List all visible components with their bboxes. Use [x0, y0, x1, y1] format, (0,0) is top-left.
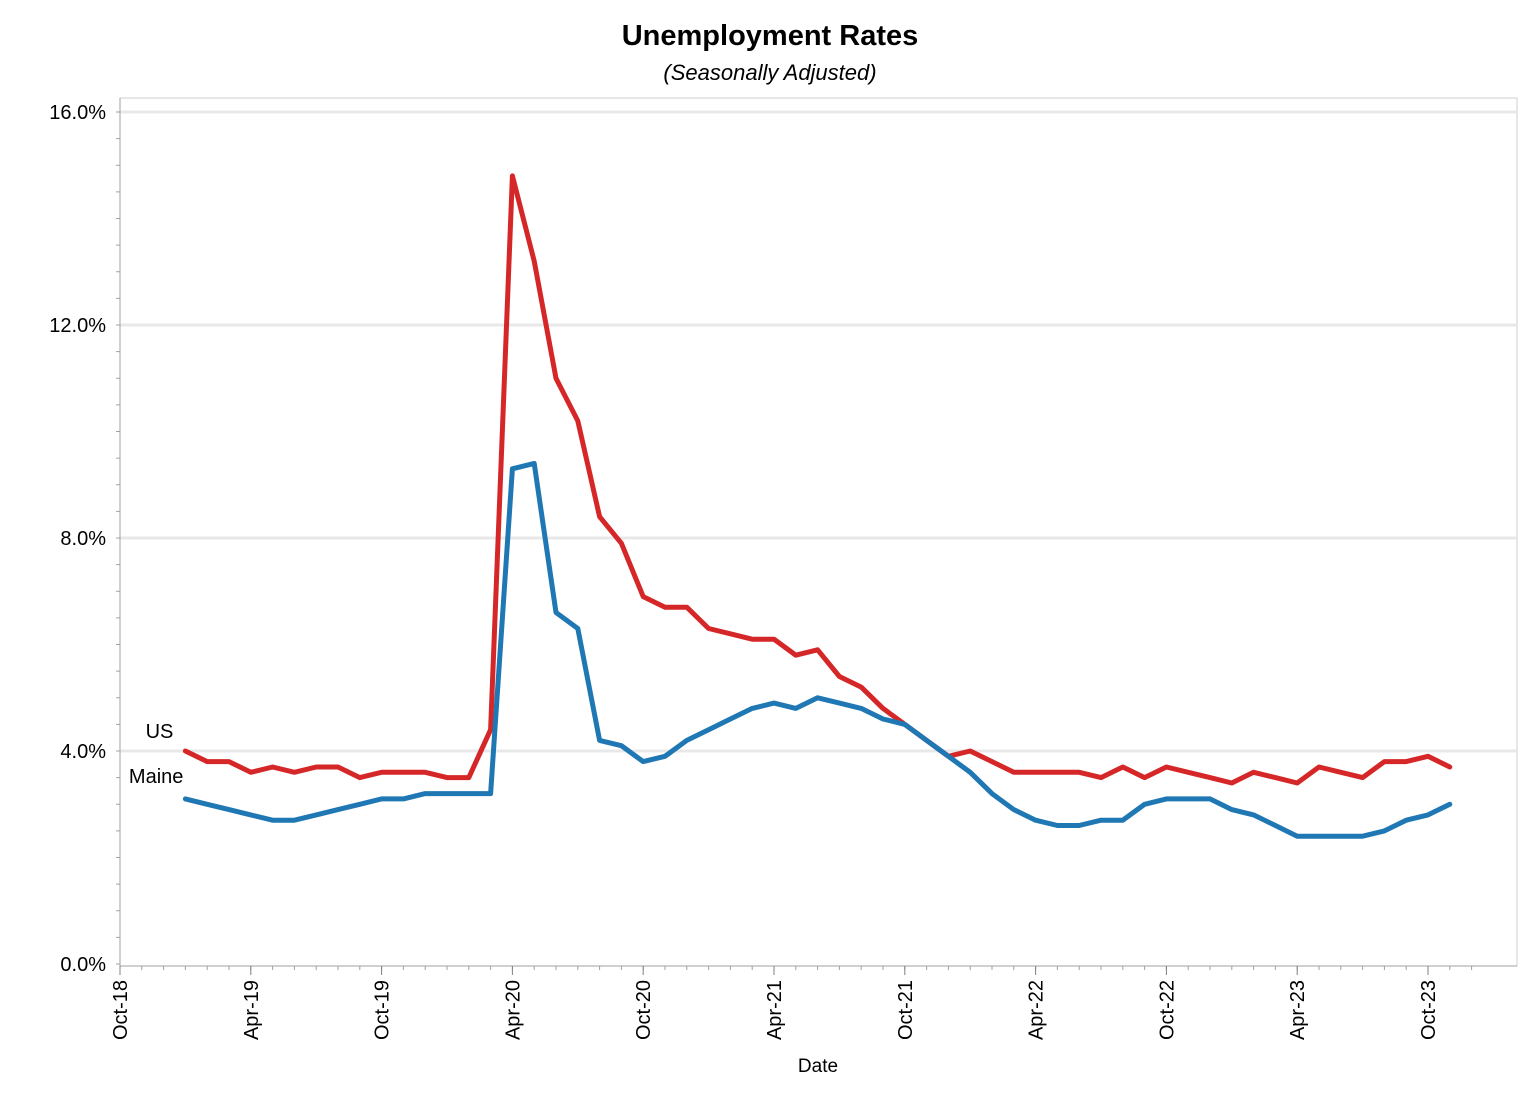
x-tick-label: Apr-22: [1026, 980, 1048, 1040]
chart-subtitle: (Seasonally Adjusted): [663, 60, 877, 85]
x-tick-label: Oct-18: [110, 980, 132, 1040]
series-label-maine: Maine: [129, 766, 183, 788]
x-axis-title: Date: [798, 1056, 838, 1077]
chart-title: Unemployment Rates: [621, 20, 919, 52]
x-tick-label: Apr-19: [241, 980, 263, 1040]
series-labels: US Maine: [129, 721, 183, 788]
x-tick-label: Oct-21: [895, 980, 917, 1040]
series-line-maine: [182, 460, 1453, 839]
x-axis: Oct-18 Apr-19 Oct-19 Apr-20 Oct-20 Apr-21 Oct-…: [110, 965, 1517, 1040]
plot-area: [119, 97, 1518, 967]
x-tick-label: Oct-22: [1156, 980, 1178, 1040]
y-tick-label: 16.0%: [49, 102, 106, 124]
x-tick-label: Oct-19: [372, 980, 394, 1040]
x-tick-label: Apr-21: [764, 980, 786, 1040]
x-tick-label: Apr-23: [1287, 980, 1309, 1040]
y-tick-label: 12.0%: [49, 315, 106, 337]
series-lines: [182, 173, 1453, 839]
x-tick-label: Apr-20: [502, 980, 524, 1040]
x-tick-label: Oct-20: [633, 980, 655, 1040]
y-tick-label: 4.0%: [60, 741, 106, 763]
gridlines: [120, 110, 1517, 753]
y-tick-label: 0.0%: [60, 954, 106, 976]
y-axis: 0.0% 4.0% 8.0% 12.0% 16.0%: [49, 98, 121, 976]
x-tick-label: Oct-23: [1418, 980, 1440, 1040]
series-line-us: [182, 173, 1453, 786]
series-label-us: US: [146, 721, 174, 743]
y-tick-label: 8.0%: [60, 528, 106, 550]
